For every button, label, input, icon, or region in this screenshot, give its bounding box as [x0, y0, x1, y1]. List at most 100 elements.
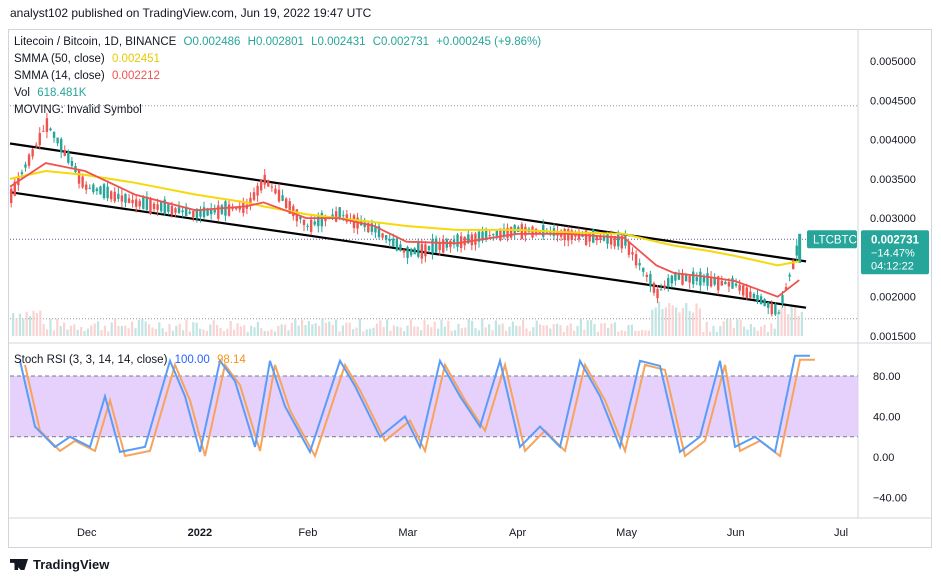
candle	[445, 237, 449, 251]
candle-body	[481, 231, 484, 241]
candle-body	[531, 226, 534, 238]
candle	[77, 169, 81, 189]
candle-body	[192, 211, 195, 218]
candle	[184, 202, 188, 217]
volume-bar	[246, 331, 249, 336]
candle-body	[199, 209, 202, 217]
candle	[567, 226, 570, 247]
candle	[745, 283, 748, 301]
volume-bar	[205, 330, 208, 336]
candle-body	[167, 204, 170, 212]
volume-bar	[403, 331, 406, 336]
volume-bar	[345, 322, 348, 336]
symbol-label: Litecoin / Bitcoin, 1D, BINANCE	[14, 36, 177, 48]
volume-bar	[600, 323, 603, 336]
publisher-header: analyst102 published on TradingView.com,…	[10, 6, 372, 20]
volume-bar	[280, 324, 283, 336]
volume-bar	[182, 330, 185, 336]
candle-body	[20, 172, 24, 175]
candle-body	[181, 210, 184, 213]
candle-body	[206, 208, 209, 216]
volume-bar	[668, 303, 671, 336]
candle	[402, 249, 406, 258]
candle-body	[392, 238, 395, 247]
candle	[52, 131, 56, 143]
volume-bar	[528, 331, 531, 336]
volume-bar	[423, 320, 426, 336]
last-candle-body	[798, 233, 802, 263]
candle	[174, 207, 177, 217]
candle	[713, 273, 716, 287]
candle-body	[742, 285, 745, 296]
candle-body	[406, 247, 409, 259]
candle	[431, 233, 434, 260]
volume-bar	[726, 318, 729, 336]
volume-bar	[236, 323, 239, 336]
volume-bar	[352, 329, 355, 336]
volume-bar	[569, 323, 572, 336]
candle	[259, 180, 263, 194]
candle	[267, 179, 270, 187]
stoch-label: Stoch RSI (3, 3, 14, 14, close)	[14, 354, 168, 366]
candle	[770, 300, 773, 317]
candle-body	[599, 237, 602, 240]
candle	[784, 282, 788, 291]
volume-bar	[114, 318, 117, 336]
volume-bar	[362, 331, 365, 336]
legend-line-smma50: SMMA (50, close) 0.002451	[14, 52, 164, 67]
candle-body	[606, 232, 609, 244]
candle-body	[159, 201, 163, 212]
candle-body	[377, 226, 381, 238]
candle	[463, 236, 466, 251]
candle	[749, 285, 752, 299]
volume-bar	[515, 325, 518, 336]
smma50-line	[9, 169, 800, 267]
candle-body	[338, 207, 341, 220]
volume-bar	[341, 325, 344, 336]
tradingview-brand: TradingView	[33, 557, 110, 572]
candle-body	[634, 254, 638, 266]
volume-bar	[488, 324, 491, 336]
candle	[531, 225, 534, 239]
candle-body	[720, 280, 723, 286]
volume-bar	[460, 328, 463, 336]
candle	[352, 213, 356, 234]
volume-bar	[97, 321, 100, 336]
candle-body	[463, 236, 466, 246]
candle	[124, 193, 127, 208]
volume-bar	[127, 328, 130, 336]
candle-body	[770, 303, 773, 315]
candle-body	[613, 235, 616, 247]
volume-bar	[722, 321, 725, 336]
candle	[356, 212, 359, 235]
candle	[270, 182, 274, 192]
candle	[767, 302, 770, 315]
stoch-k-line	[19, 354, 810, 455]
candle	[388, 233, 391, 248]
tradingview-logo[interactable]: TradingView	[10, 557, 109, 572]
candle-body	[317, 216, 320, 227]
volume-bar	[440, 319, 443, 336]
candle	[709, 271, 713, 288]
candle-body	[263, 174, 266, 185]
stoch-d-line	[24, 358, 815, 459]
volume-bar	[90, 325, 93, 336]
candle-body	[631, 252, 634, 255]
volume-bar	[522, 319, 525, 336]
volume-bar	[709, 331, 712, 336]
volume-bar	[593, 324, 596, 336]
candle-body	[638, 263, 641, 266]
volume-bar	[712, 325, 715, 336]
price-tag-value: 0.002731	[871, 234, 920, 246]
volume-bar	[586, 320, 589, 336]
volume-bar	[137, 319, 140, 336]
volume-bar	[382, 327, 385, 336]
price-axis-label: 0.005000	[870, 56, 916, 68]
volume-bar	[433, 321, 436, 336]
candle-body	[506, 227, 509, 238]
volume-bar	[518, 325, 521, 336]
symbol-tag-text: LTCBTC	[813, 234, 857, 246]
candle	[756, 289, 759, 304]
volume-bar	[539, 324, 542, 336]
